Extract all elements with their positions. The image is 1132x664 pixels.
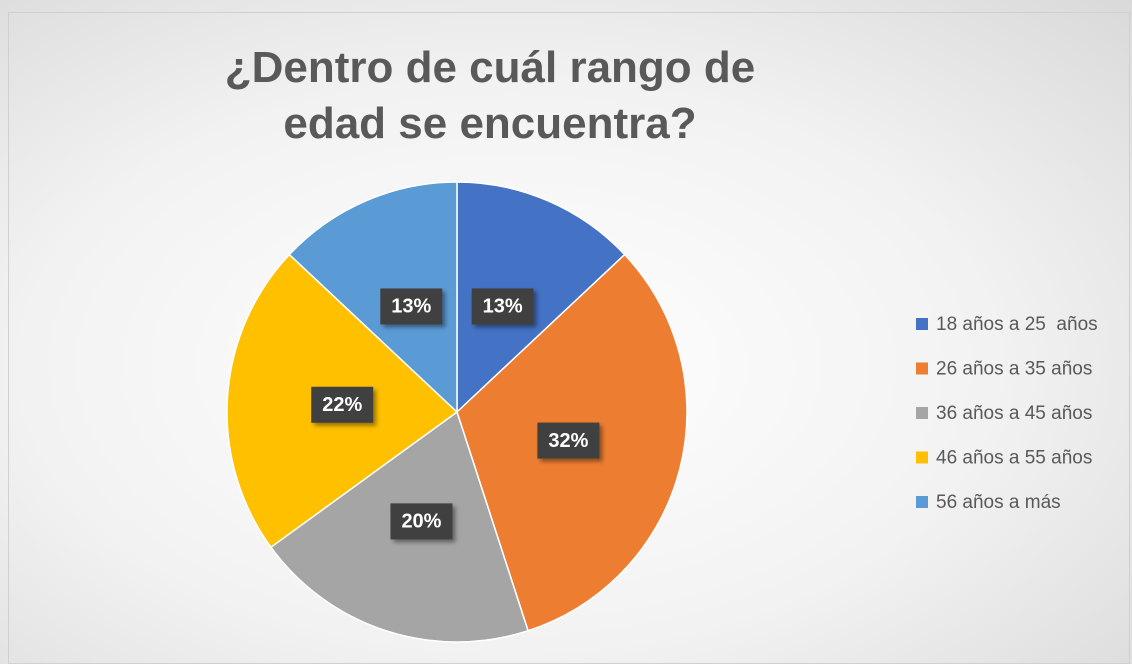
- pie-slice: [456, 181, 626, 414]
- data-label-box: [311, 386, 374, 423]
- legend-label: 46 años a 55 años: [936, 448, 1092, 469]
- legend-label: 26 años a 35 años: [936, 359, 1092, 380]
- legend-label: 36 años a 45 años: [936, 403, 1092, 424]
- data-label-box: [471, 288, 534, 325]
- legend-swatch: [916, 496, 928, 508]
- data-label-box: [380, 288, 443, 325]
- legend-label: 18 años a 25 años: [936, 314, 1098, 335]
- data-label: 22%: [322, 394, 362, 416]
- legend-swatch: [916, 451, 928, 464]
- pie-slice: [288, 181, 458, 414]
- legend-swatch: [916, 318, 928, 330]
- data-label: 13%: [483, 296, 523, 318]
- data-label-box: [390, 503, 453, 540]
- data-label: 32%: [548, 430, 588, 452]
- data-label: 13%: [391, 296, 431, 318]
- legend-swatch: [916, 407, 928, 419]
- data-label: 20%: [401, 511, 441, 533]
- chart-title: ¿Dentro de cuál rango de edad se encuent…: [224, 43, 756, 148]
- legend-swatch: [916, 362, 928, 375]
- data-label-box: [537, 422, 600, 459]
- legend-label: 56 años a más: [936, 492, 1061, 513]
